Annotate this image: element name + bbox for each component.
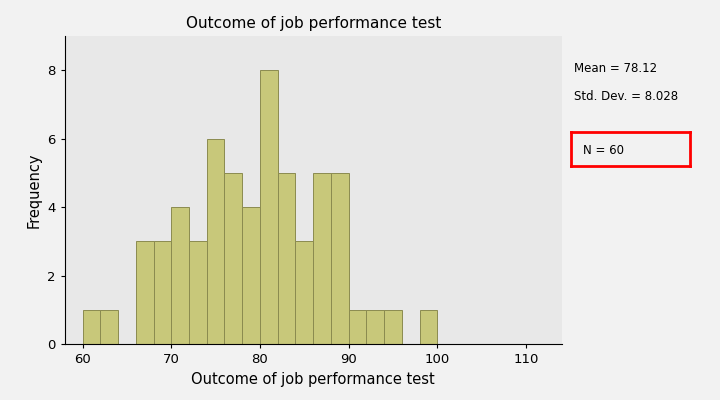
Bar [83, 310, 100, 344]
Bar [225, 173, 242, 344]
Bar [313, 173, 331, 344]
Bar [242, 207, 260, 344]
X-axis label: Outcome of job performance test: Outcome of job performance test [192, 372, 435, 386]
Text: N = 60: N = 60 [583, 144, 624, 157]
Bar [420, 310, 438, 344]
Text: Std. Dev. = 8.028: Std. Dev. = 8.028 [574, 90, 678, 103]
Title: Outcome of job performance test: Outcome of job performance test [186, 16, 441, 31]
Bar [384, 310, 402, 344]
Bar [207, 139, 225, 344]
Bar [136, 241, 153, 344]
Bar [189, 241, 207, 344]
Y-axis label: Frequency: Frequency [27, 152, 42, 228]
Bar [366, 310, 384, 344]
Bar [348, 310, 366, 344]
Bar [278, 173, 295, 344]
Bar [331, 173, 348, 344]
Bar [100, 310, 118, 344]
Bar [295, 241, 313, 344]
Bar [171, 207, 189, 344]
Text: Mean = 78.12: Mean = 78.12 [574, 62, 657, 75]
Bar [153, 241, 171, 344]
Bar [260, 70, 278, 344]
